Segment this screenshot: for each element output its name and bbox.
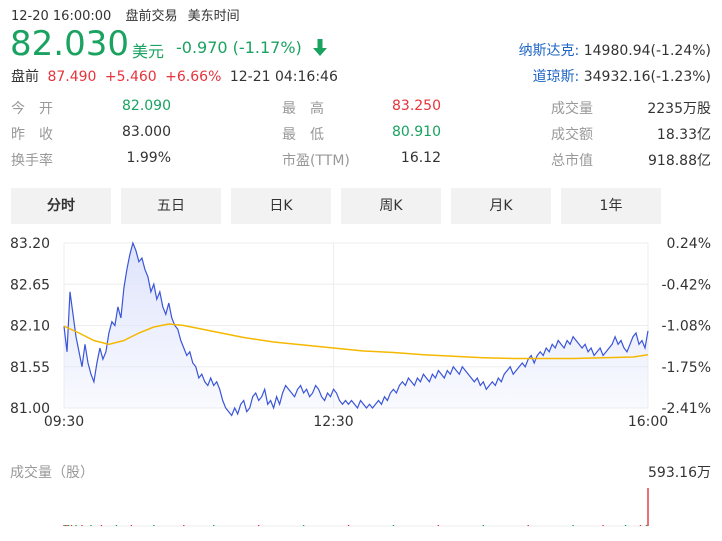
volume-bar <box>572 525 574 526</box>
period-tabs: 分时 五日 日K 周K 月K 1年 <box>11 188 711 224</box>
volume-bar <box>257 525 260 526</box>
premarket-change-percent: +6.66% <box>165 69 222 85</box>
index-nasdaq-value: 14980.94(-1.24%) <box>583 43 711 59</box>
volume-bar <box>213 525 215 526</box>
index-dow[interactable]: 道琼斯: 34932.16(-1.23%) <box>533 66 711 86</box>
volume-bar <box>183 525 185 526</box>
stat-value: 82.090 <box>122 98 171 114</box>
intraday-chart[interactable]: 83.20 82.65 82.10 81.55 81.00 0.24% -0.42% -1.0… <box>0 230 722 541</box>
stat-label: 今 开 <box>11 101 53 117</box>
stat-value: 1.99% <box>126 150 171 166</box>
stat-label: 市盈(TTM) <box>282 153 350 169</box>
volume-bar <box>75 525 77 526</box>
price-line <box>63 241 649 417</box>
premarket-change: +5.460 <box>104 69 157 85</box>
tab-five-day[interactable]: 五日 <box>121 188 221 224</box>
arrow-down-icon <box>312 38 328 62</box>
average-price-line <box>63 323 649 360</box>
volume-bar <box>482 525 484 526</box>
pct-tick-label: 0.24% <box>667 236 711 252</box>
volume-bar <box>302 525 305 526</box>
volume-bar <box>392 525 395 526</box>
last-price: 82.030 <box>10 24 129 64</box>
stat-label: 最 低 <box>282 127 324 143</box>
stat-value: 18.33亿 <box>656 127 711 143</box>
volume-bar <box>639 525 642 526</box>
index-dow-value: 34932.16(-1.23%) <box>583 69 711 85</box>
y-tick-label: 81.55 <box>10 360 50 376</box>
timezone-label: 美东时间 <box>187 9 240 24</box>
tab-intraday[interactable]: 分时 <box>11 188 111 224</box>
price-change: -0.970 (-1.17%) <box>176 38 302 57</box>
y-tick-label: 83.20 <box>10 236 50 252</box>
y-tick-label: 82.65 <box>10 277 50 293</box>
volume-bar <box>70 525 73 526</box>
pct-tick-label: -1.75% <box>661 360 711 376</box>
premarket-price: 87.490 <box>47 69 97 85</box>
volume-bar <box>602 525 604 526</box>
stat-label: 成交额 <box>551 127 593 143</box>
pct-tick-label: -0.42% <box>661 277 711 293</box>
header-bar: 12-20 16:00:00 盘前交易 美东时间 <box>11 5 240 24</box>
index-dow-name: 道琼斯: <box>532 69 580 85</box>
price-area <box>64 243 648 416</box>
session-label: 盘前交易 <box>125 9 178 24</box>
quote-datetime: 12-20 16:00:00 <box>11 9 112 24</box>
stat-value: 2235万股 <box>647 101 711 117</box>
volume-bar <box>624 525 627 526</box>
tab-monthly-k[interactable]: 月K <box>451 188 551 224</box>
pct-tick-label: -2.41% <box>661 401 711 417</box>
stat-value: 80.910 <box>392 124 441 140</box>
stat-label: 总市值 <box>551 153 593 169</box>
stat-label: 最 高 <box>282 101 324 117</box>
volume-max-label: 593.16万 <box>648 465 711 481</box>
pct-tick-label: -1.08% <box>661 319 711 335</box>
volume-bar <box>66 525 68 526</box>
volume-bar <box>527 525 529 526</box>
stat-label: 昨 收 <box>11 127 53 143</box>
price-change-value: -0.970 <box>176 38 228 57</box>
index-nasdaq[interactable]: 纳斯达克: 14980.94(-1.24%) <box>519 40 711 60</box>
volume-bar <box>347 525 350 526</box>
volume-bar <box>437 525 440 526</box>
premarket-label: 盘前 <box>11 69 39 85</box>
x-tick-label: 12:30 <box>313 414 353 430</box>
volume-bar <box>81 525 83 526</box>
volume-bar <box>64 525 67 526</box>
y-tick-label: 81.00 <box>10 401 50 417</box>
volume-bar <box>647 488 649 526</box>
tab-one-year[interactable]: 1年 <box>561 188 661 224</box>
volume-bar <box>63 525 65 526</box>
volume-label: 成交量（股） <box>10 464 94 481</box>
x-tick-label: 16:00 <box>628 414 668 430</box>
stat-label: 成交量 <box>551 101 593 117</box>
price-change-percent: (-1.17%) <box>232 38 302 57</box>
stat-label: 换手率 <box>11 153 53 169</box>
currency-label: 美元 <box>132 42 165 61</box>
y-tick-label: 82.10 <box>10 319 50 335</box>
stat-value: 16.12 <box>400 150 441 166</box>
volume-bar <box>67 525 70 526</box>
volume-bar <box>153 525 155 526</box>
volume-bar <box>100 525 103 526</box>
stat-value: 83.000 <box>122 124 171 140</box>
volume-bar <box>90 525 92 526</box>
premarket-time: 12-21 04:16:46 <box>229 69 338 85</box>
tab-weekly-k[interactable]: 周K <box>341 188 441 224</box>
volume-bar <box>130 525 133 526</box>
volume-bar <box>645 524 648 526</box>
stat-value: 918.88亿 <box>648 153 711 169</box>
stat-value: 83.250 <box>392 98 441 114</box>
x-tick-label: 09:30 <box>44 414 84 430</box>
volume-bar <box>115 525 118 526</box>
tab-daily-k[interactable]: 日K <box>231 188 331 224</box>
index-nasdaq-name: 纳斯达克: <box>518 43 580 59</box>
premarket-row: 盘前 87.490 +5.460 +6.66% 12-21 04:16:46 <box>11 66 338 86</box>
